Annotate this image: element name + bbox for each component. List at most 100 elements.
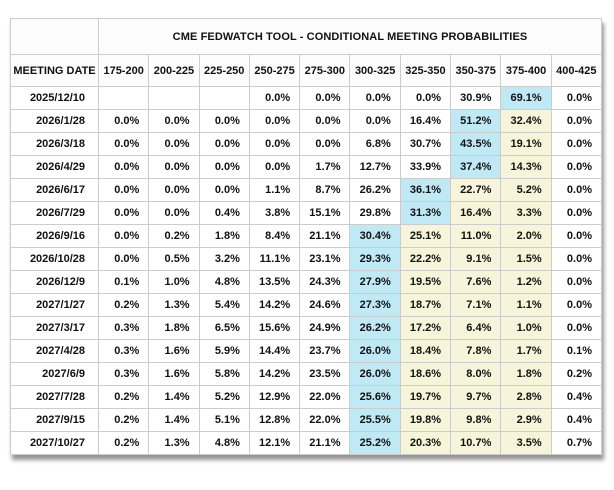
probability-cell: 1.1%: [248, 178, 301, 202]
probability-cell: 2.0%: [500, 224, 552, 248]
probability-cell: 51.2%: [450, 109, 502, 133]
probability-cell: 24.6%: [299, 293, 351, 317]
table-row: 2026/6/17 0.0% 0.0% 0.0% 1.1% 8.7% 26.2% 36.1% 2…: [10, 178, 603, 202]
rate-range-header: 300-325: [349, 54, 401, 87]
meeting-date-cell: 2026/10/28: [10, 247, 99, 271]
probability-cell: 0.0%: [97, 247, 150, 271]
probability-cell: 30.4%: [349, 224, 401, 248]
probability-cell: 14.4%: [248, 339, 301, 363]
probability-cell: 1.3%: [148, 293, 200, 317]
probability-cell: 0.0%: [97, 132, 150, 156]
probability-cell: 14.2%: [248, 293, 301, 317]
probability-cell: 5.1%: [198, 408, 250, 432]
probability-cell: 0.2%: [97, 293, 150, 317]
probability-cell: 1.3%: [148, 431, 200, 455]
probability-cell: 0.4%: [550, 408, 603, 432]
probability-cell: 22.0%: [299, 408, 351, 432]
probability-cell: 0.0%: [550, 178, 603, 202]
probability-cell: 27.3%: [349, 293, 401, 317]
probability-cell: 0.0%: [97, 224, 150, 248]
probability-cell: 1.5%: [500, 247, 552, 271]
probability-cell: 0.0%: [97, 178, 150, 202]
probability-cell: 1.8%: [198, 224, 250, 248]
probability-cell: 29.8%: [349, 201, 401, 225]
probability-cell: 12.9%: [248, 385, 301, 409]
probability-cell: 3.2%: [198, 247, 250, 271]
probability-cell: 0.0%: [248, 86, 301, 110]
probability-cell: 0.0%: [248, 132, 301, 156]
probability-cell: 27.9%: [349, 270, 401, 294]
probability-cell: 0.0%: [550, 224, 603, 248]
probability-cell: 1.7%: [299, 155, 351, 179]
table-row: 2027/7/28 0.2% 1.4% 5.2% 12.9% 22.0% 25.6% 19.7…: [10, 385, 603, 409]
probability-cell: [198, 86, 250, 110]
meeting-date-cell: 2027/6/9: [10, 362, 99, 386]
probability-cell: 20.3%: [399, 431, 452, 455]
probability-cell: 6.4%: [450, 316, 502, 340]
probability-cell: 0.0%: [198, 109, 250, 133]
probability-cell: 4.8%: [198, 270, 250, 294]
rate-range-header: 350-375: [450, 54, 502, 87]
probability-cell: 0.0%: [299, 132, 351, 156]
probability-cell: 8.0%: [450, 362, 502, 386]
probability-cell: 8.7%: [299, 178, 351, 202]
probability-cell: 25.1%: [399, 224, 452, 248]
probability-cell: 0.0%: [550, 109, 603, 133]
probability-cell: 5.4%: [198, 293, 250, 317]
probability-cell: 0.0%: [399, 86, 452, 110]
probability-cell: 0.0%: [550, 270, 603, 294]
probability-cell: 19.8%: [399, 408, 452, 432]
probability-cell: 23.5%: [299, 362, 351, 386]
probability-cell: 2.8%: [500, 385, 552, 409]
probability-cell: 0.0%: [198, 155, 250, 179]
probability-cell: 30.9%: [450, 86, 502, 110]
table-row: 2026/4/29 0.0% 0.0% 0.0% 0.0% 1.7% 12.7% 33.9% 3…: [10, 155, 603, 179]
probability-cell: 6.8%: [349, 132, 401, 156]
rate-range-header: 200-225: [148, 54, 200, 87]
probability-cell: 1.8%: [500, 362, 552, 386]
probability-cell: 1.4%: [148, 408, 200, 432]
probability-cell: 1.1%: [500, 293, 552, 317]
meeting-date-cell: 2026/3/18: [10, 132, 99, 156]
probability-cell: 14.3%: [500, 155, 552, 179]
probability-cell: 18.6%: [399, 362, 452, 386]
probability-cell: 19.5%: [399, 270, 452, 294]
probability-cell: 0.0%: [97, 201, 150, 225]
probability-cell: 4.8%: [198, 431, 250, 455]
probability-cell: 9.8%: [450, 408, 502, 432]
rate-range-header: 250-275: [248, 54, 301, 87]
probability-cell: 1.8%: [148, 316, 200, 340]
probability-cell: 24.9%: [299, 316, 351, 340]
column-header-row: MEETING DATE 175-200 200-225 225-250 250-27…: [10, 54, 603, 87]
table-title: CME FEDWATCH TOOL - CONDITIONAL MEETING …: [98, 18, 602, 55]
probability-cell: 0.0%: [248, 109, 301, 133]
probability-cell: 10.7%: [450, 431, 502, 455]
probability-cell: 2.9%: [500, 408, 552, 432]
probability-cell: 25.6%: [349, 385, 401, 409]
probability-cell: 0.0%: [198, 178, 250, 202]
probability-cell: 0.0%: [97, 155, 150, 179]
table-row: 2026/3/18 0.0% 0.0% 0.0% 0.0% 0.0% 6.8% 30.7% 43…: [10, 132, 603, 156]
probability-cell: 0.0%: [550, 86, 603, 110]
probability-cell: 0.0%: [198, 132, 250, 156]
probability-cell: 43.5%: [450, 132, 502, 156]
probability-cell: 22.2%: [399, 247, 452, 271]
probability-cell: 18.4%: [399, 339, 452, 363]
meeting-date-cell: 2027/3/17: [10, 316, 99, 340]
probability-cell: 7.1%: [450, 293, 502, 317]
probability-cell: 0.2%: [550, 362, 603, 386]
probability-cell: 0.2%: [97, 408, 150, 432]
table-row: 2027/6/9 0.3% 1.6% 5.8% 14.2% 23.5% 26.0% 18.6%…: [10, 362, 603, 386]
probability-cell: 24.3%: [299, 270, 351, 294]
rate-range-header: 225-250: [198, 54, 250, 87]
probability-cell: 5.9%: [198, 339, 250, 363]
probability-cell: 0.0%: [349, 86, 401, 110]
probability-cell: 9.1%: [450, 247, 502, 271]
probability-cell: 11.1%: [248, 247, 301, 271]
probability-cell: 12.1%: [248, 431, 301, 455]
probability-cell: 3.5%: [500, 431, 552, 455]
rate-range-header: 400-425: [550, 54, 603, 87]
title-row: CME FEDWATCH TOOL - CONDITIONAL MEETING …: [10, 18, 602, 55]
probability-cell: 69.1%: [500, 86, 552, 110]
probability-cell: 23.1%: [299, 247, 351, 271]
